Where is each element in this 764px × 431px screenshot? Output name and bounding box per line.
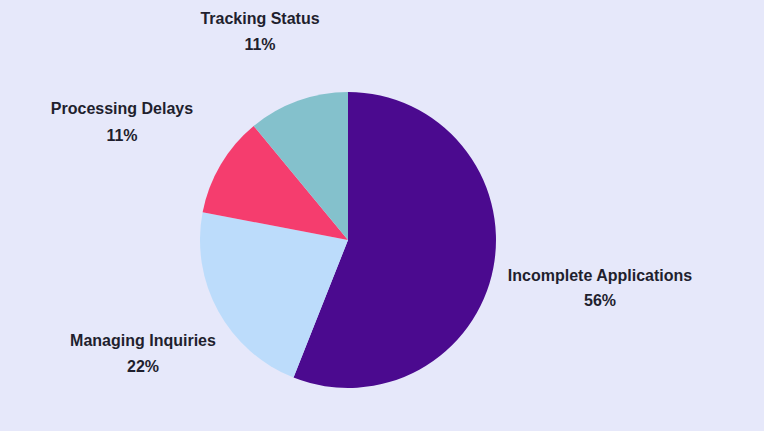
category-label: Managing Inquiries xyxy=(70,332,216,349)
category-label: Processing Delays xyxy=(51,100,193,117)
category-label: Incomplete Applications xyxy=(508,267,692,284)
page: {"chart_data": {"type": "pie", "categori… xyxy=(0,0,764,431)
pie-slice xyxy=(254,92,348,240)
value-label: 11% xyxy=(106,127,137,144)
chart: Incomplete Applications 56% Managing Inqui… xyxy=(0,0,764,431)
value-label: 11% xyxy=(244,36,275,53)
pie xyxy=(200,92,496,388)
value-label: 56% xyxy=(584,292,616,309)
labels: Incomplete Applications 56% Managing Inqui… xyxy=(51,10,692,375)
background xyxy=(0,0,764,431)
pie-slice xyxy=(200,212,348,377)
category-label: Tracking Status xyxy=(200,10,319,27)
value-label: 22% xyxy=(127,358,159,375)
